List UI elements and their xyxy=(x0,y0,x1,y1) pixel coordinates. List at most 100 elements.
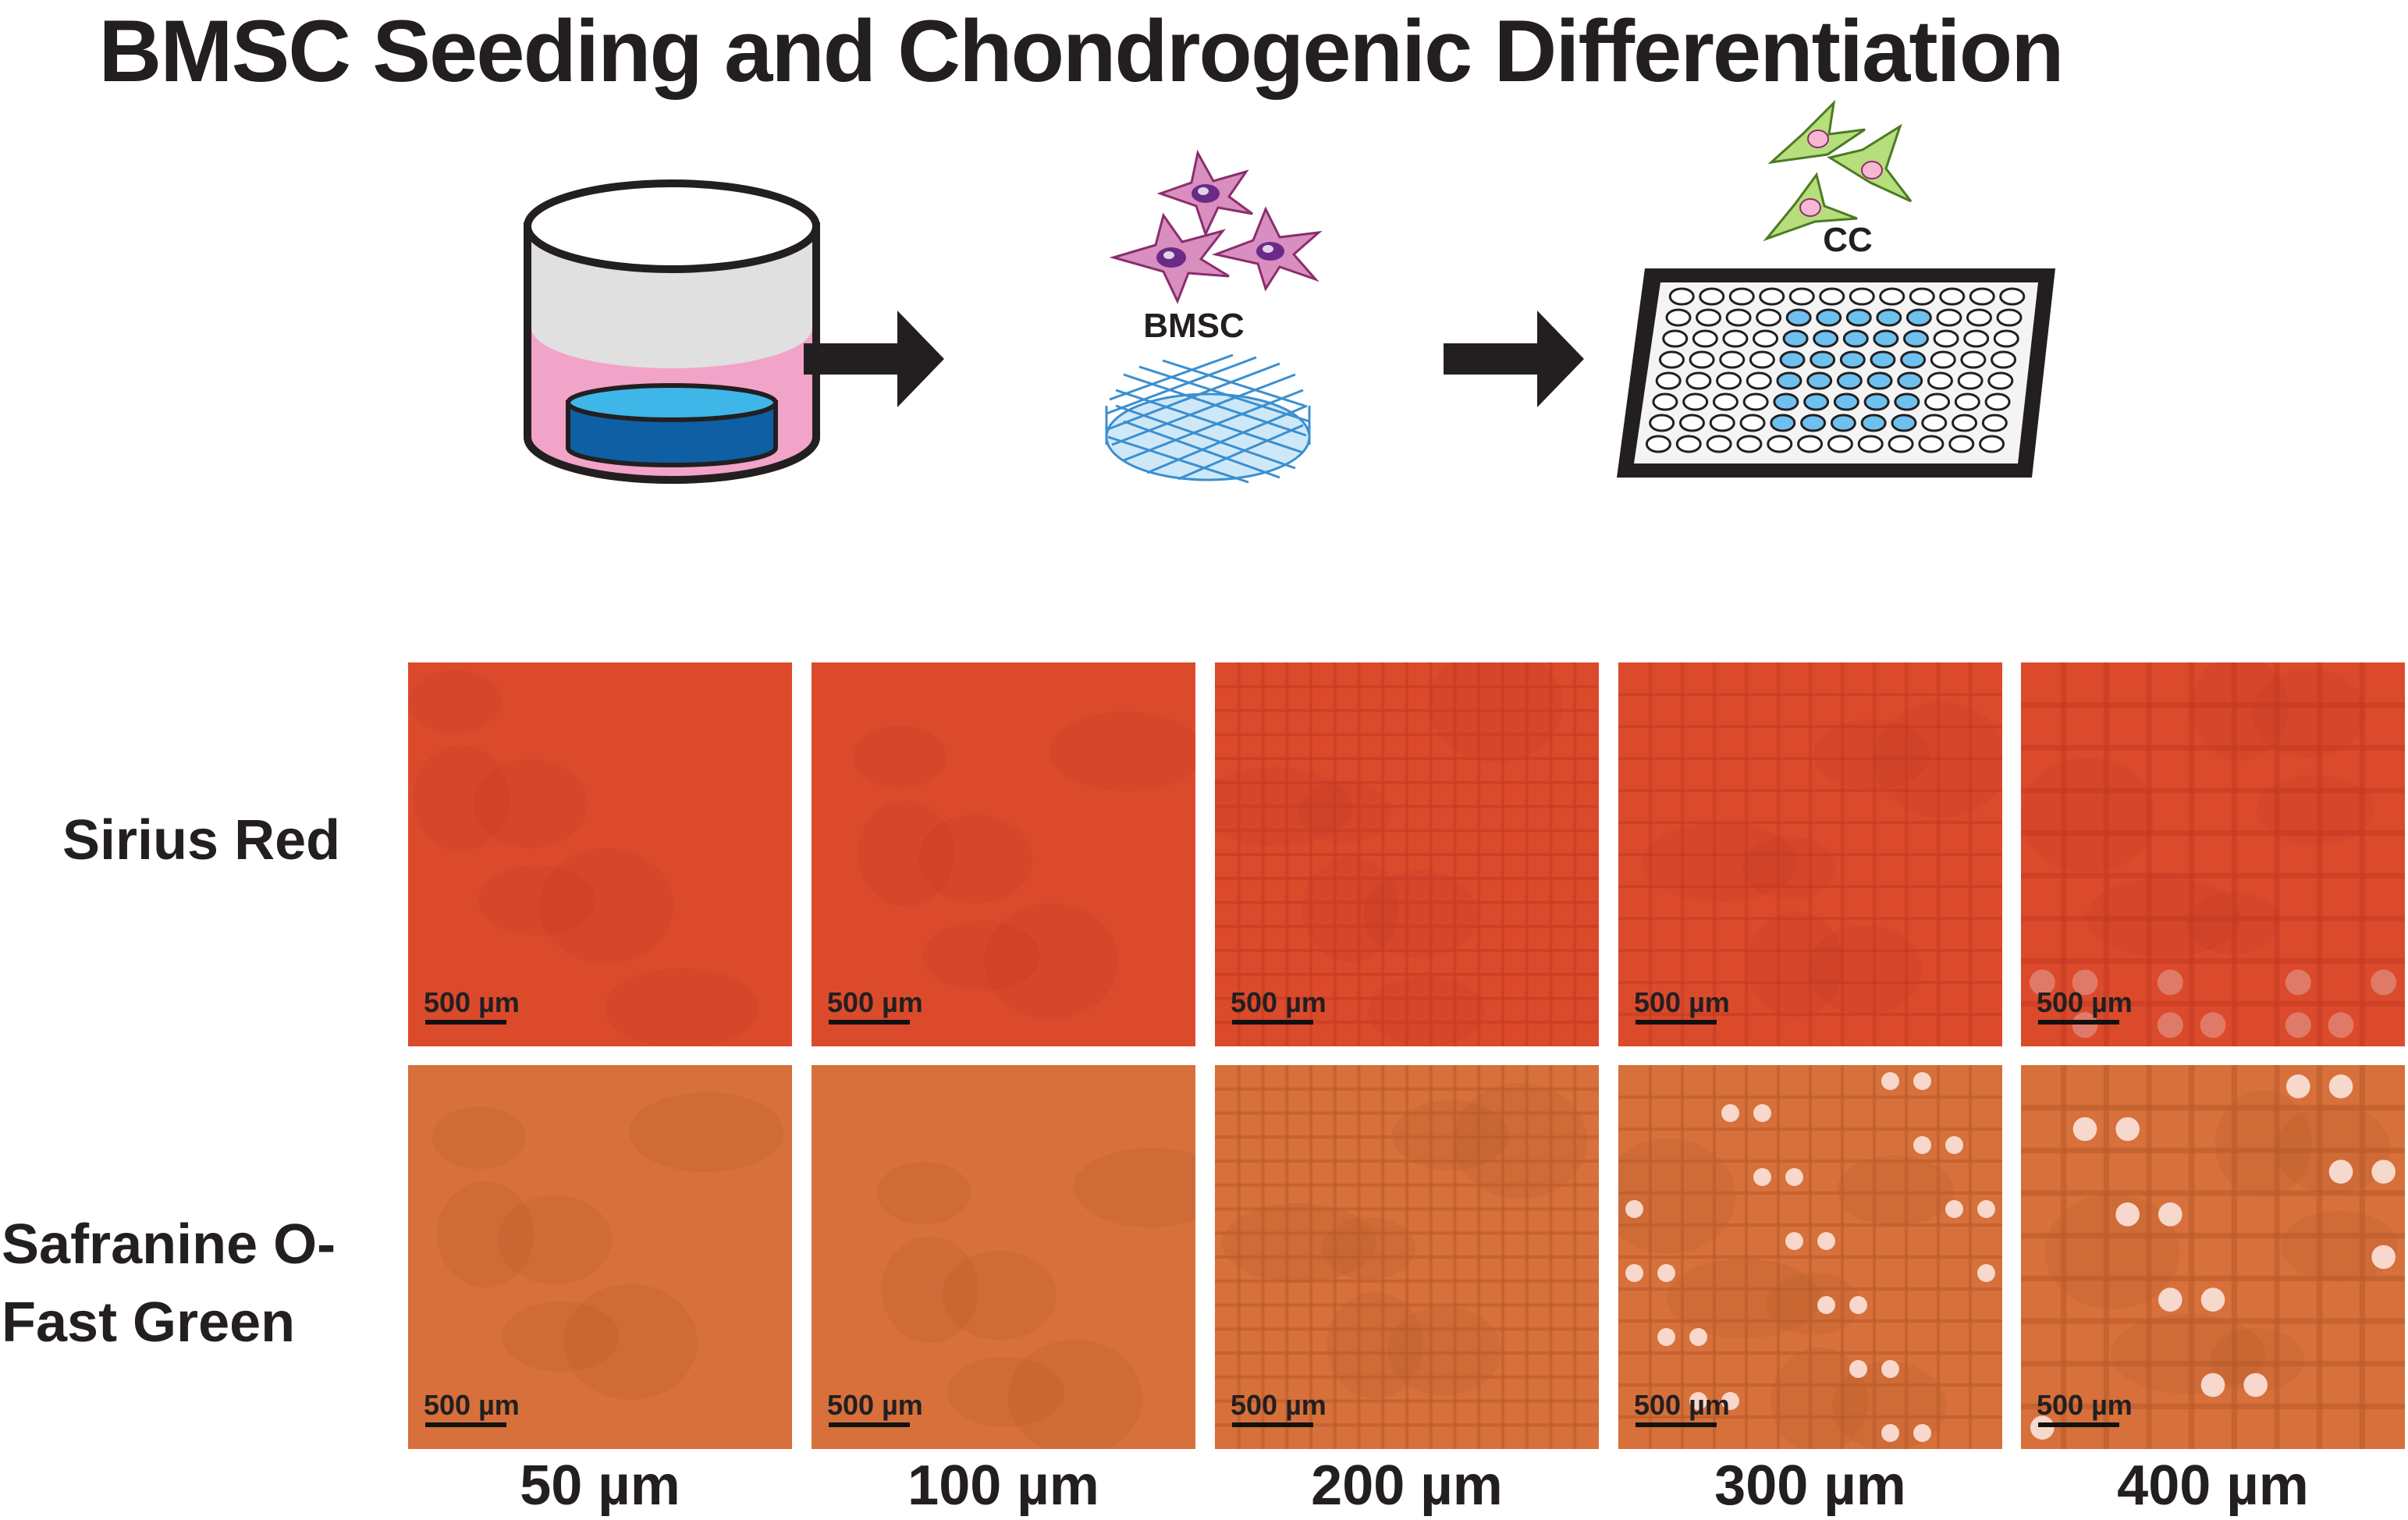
well xyxy=(1742,392,1769,411)
well xyxy=(1696,308,1722,327)
sirius-red-micrograph-400: 500 µm xyxy=(2021,662,2405,1046)
bmsc-label: BMSC xyxy=(1143,307,1245,345)
safranine-o-micrograph-100: 500 µm xyxy=(812,1065,1195,1449)
well xyxy=(1981,414,2008,432)
scale-bar xyxy=(425,1020,506,1025)
well xyxy=(1719,350,1746,369)
well xyxy=(1779,350,1806,369)
well xyxy=(1749,350,1775,369)
well xyxy=(1776,371,1802,390)
well xyxy=(1842,329,1869,348)
arrow-right-icon xyxy=(1444,311,1584,407)
pore-size-label-50: 50 µm xyxy=(520,1454,680,1517)
well xyxy=(1866,371,1893,390)
arrow-right-icon xyxy=(804,311,944,407)
well xyxy=(1939,287,1966,306)
well xyxy=(1996,308,2023,327)
scale-bar-label: 500 µm xyxy=(1634,1389,1730,1421)
well xyxy=(1833,392,1859,411)
well xyxy=(1888,435,1914,453)
well xyxy=(1813,329,1839,348)
scale-bar xyxy=(1636,1020,1717,1025)
well xyxy=(1991,350,2017,369)
well xyxy=(1782,329,1809,348)
safranine-o-micrograph-300: 500 µm xyxy=(1618,1065,2002,1449)
pore-size-label-100: 100 µm xyxy=(907,1454,1099,1517)
sirius-red-micrograph-200: 500 µm xyxy=(1215,662,1599,1046)
well xyxy=(1773,392,1799,411)
well xyxy=(1984,392,2011,411)
pore-size-label-300: 300 µm xyxy=(1714,1454,1906,1517)
well xyxy=(1879,287,1905,306)
well xyxy=(1652,392,1678,411)
well xyxy=(1797,435,1824,453)
scale-bar-label: 500 µm xyxy=(2037,986,2133,1018)
well xyxy=(1979,435,2005,453)
row-label-sirius-red: Sirius Red xyxy=(62,809,341,872)
well xyxy=(1770,414,1796,432)
well xyxy=(1905,308,1932,327)
row-label-safranine-line1: Safranine O- xyxy=(2,1213,336,1276)
pore-size-label-200: 200 µm xyxy=(1311,1454,1503,1517)
safranine-o-micrograph-50: 500 µm xyxy=(408,1065,792,1449)
well xyxy=(1739,414,1766,432)
well xyxy=(1873,329,1899,348)
well xyxy=(1756,308,1782,327)
well xyxy=(1816,308,1842,327)
well xyxy=(1662,329,1689,348)
scale-bar-label: 500 µm xyxy=(1634,986,1730,1018)
well xyxy=(1810,350,1836,369)
well xyxy=(1728,287,1755,306)
well xyxy=(1806,371,1833,390)
well xyxy=(1936,308,1962,327)
scale-bar-label: 500 µm xyxy=(2037,1389,2133,1421)
well xyxy=(1803,392,1830,411)
scale-bar-label: 500 µm xyxy=(1231,1389,1327,1421)
well xyxy=(1891,414,1917,432)
well xyxy=(1692,329,1718,348)
well xyxy=(1969,287,1995,306)
well xyxy=(1706,435,1732,453)
scale-bar xyxy=(829,1422,910,1427)
sirius-red-micrograph-300: 500 µm xyxy=(1618,662,2002,1046)
well xyxy=(1722,329,1749,348)
well xyxy=(1800,414,1827,432)
scale-bar xyxy=(1232,1020,1313,1025)
well xyxy=(1819,287,1845,306)
sirius-red-micrograph-50: 500 µm xyxy=(408,662,792,1046)
figure-title: BMSC Seeding and Chondrogenic Differenti… xyxy=(98,2,2064,100)
well xyxy=(1921,414,1948,432)
well xyxy=(1918,435,1945,453)
well xyxy=(1689,350,1715,369)
well xyxy=(1678,414,1705,432)
scale-bar xyxy=(425,1422,506,1427)
well xyxy=(1987,371,2014,390)
well xyxy=(1658,350,1685,369)
well xyxy=(1788,287,1815,306)
well xyxy=(1709,414,1735,432)
well xyxy=(1830,414,1856,432)
well xyxy=(1894,392,1920,411)
well xyxy=(1645,435,1671,453)
well xyxy=(1927,371,1953,390)
well xyxy=(1860,414,1887,432)
well xyxy=(1876,308,1902,327)
well xyxy=(1857,435,1884,453)
well xyxy=(1900,350,1927,369)
well xyxy=(1897,371,1923,390)
well xyxy=(1712,392,1739,411)
well xyxy=(1948,435,1975,453)
scale-bar-label: 500 µm xyxy=(424,1389,520,1421)
well xyxy=(1668,287,1695,306)
well xyxy=(1849,287,1875,306)
scale-bar xyxy=(1232,1422,1313,1427)
scale-bar-label: 500 µm xyxy=(827,986,923,1018)
well xyxy=(1993,329,2019,348)
well xyxy=(1909,287,1935,306)
well xyxy=(1930,350,1956,369)
well xyxy=(1960,350,1987,369)
well xyxy=(1845,308,1872,327)
well xyxy=(1746,371,1772,390)
well xyxy=(1716,371,1742,390)
well xyxy=(1725,308,1752,327)
